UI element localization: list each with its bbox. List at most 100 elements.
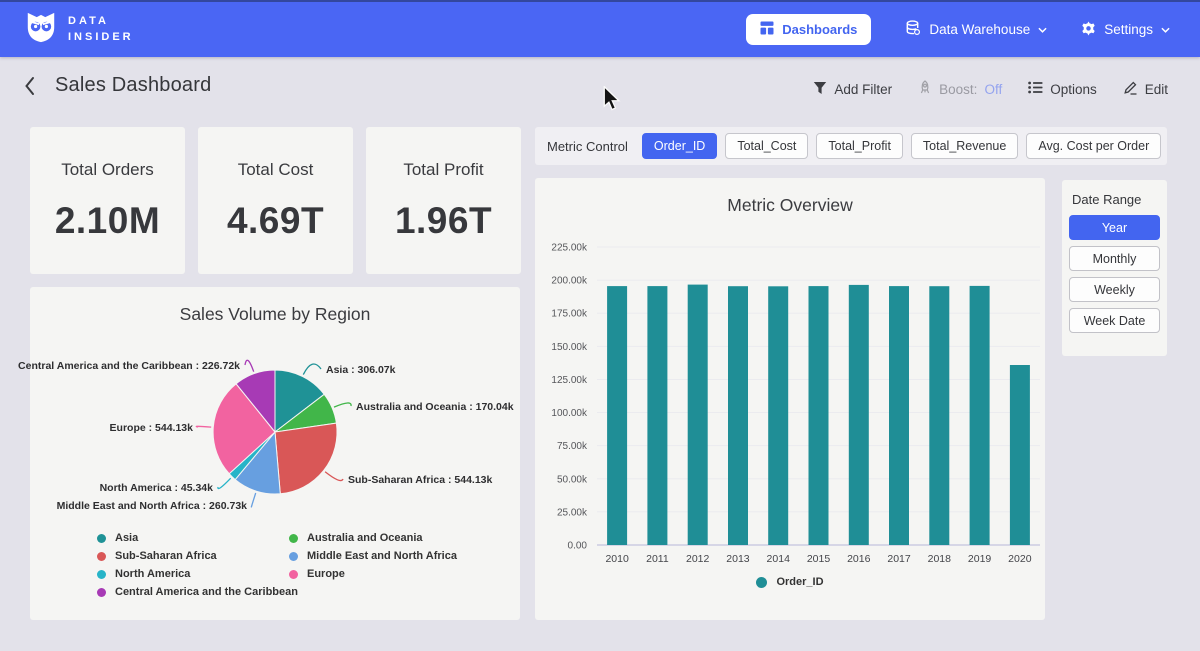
kpi-value: 2.10M [55, 200, 160, 242]
date-range-monthly[interactable]: Monthly [1069, 246, 1160, 271]
kpi-label: Total Orders [61, 160, 154, 180]
bar-2010[interactable] [607, 286, 627, 545]
bar-chart-legend: Order_ID [535, 576, 1045, 588]
filter-funnel-icon [813, 81, 827, 98]
nav-data-warehouse-menu[interactable]: Data Warehouse [905, 20, 1047, 39]
bar-2014[interactable] [768, 286, 788, 545]
metric-control-strip: Metric Control Order_ID Total_Cost Total_P… [535, 127, 1167, 165]
bar-chart[interactable]: 0.0025.00k50.00k75.00k100.00k125.00k150.… [535, 225, 1045, 573]
pie-slice-sub-saharan-africa[interactable] [275, 423, 337, 494]
date-range-weekly[interactable]: Weekly [1069, 277, 1160, 302]
y-tick-label: 125.00k [551, 375, 588, 386]
bar-2012[interactable] [688, 285, 708, 545]
legend-item-europe[interactable]: Europe [289, 567, 457, 581]
nav-settings-menu[interactable]: Settings [1081, 21, 1170, 39]
chevron-down-icon [1161, 27, 1170, 33]
pie-label-middle-east-and-north-africa: Middle East and North Africa : 260.73k [57, 500, 248, 512]
date-range-panel: Date Range Year Monthly Weekly Week Date [1062, 180, 1167, 356]
legend-item-middle-east-and-north-africa[interactable]: Middle East and North Africa [289, 549, 457, 563]
legend-dot [289, 534, 298, 543]
nav-dashboards-label: Dashboards [782, 22, 857, 37]
legend-label: Australia and Oceania [307, 532, 423, 544]
x-tick-label: 2019 [968, 553, 992, 565]
bar-2017[interactable] [889, 286, 909, 545]
x-tick-label: 2020 [1008, 553, 1032, 565]
x-tick-label: 2015 [807, 553, 831, 565]
legend-label: Central America and the Caribbean [115, 586, 298, 598]
page-title: Sales Dashboard [55, 74, 211, 97]
legend-dot [97, 588, 106, 597]
legend-label: Asia [115, 532, 138, 544]
pie-label-australia-and-oceania: Australia and Oceania : 170.04k [356, 401, 514, 413]
brand-name: DATA INSIDER [68, 14, 134, 46]
pie-label-asia: Asia : 306.07k [326, 364, 396, 376]
x-tick-label: 2018 [928, 553, 952, 565]
legend-item-australia-and-oceania[interactable]: Australia and Oceania [289, 531, 457, 545]
nav-settings-label: Settings [1104, 22, 1153, 37]
bar-2018[interactable] [929, 286, 949, 545]
kpi-value: 4.69T [227, 200, 324, 242]
metric-control-label: Metric Control [547, 139, 628, 154]
legend-label: Sub-Saharan Africa [115, 550, 217, 562]
y-tick-label: 75.00k [557, 441, 588, 452]
pie-legend: Asia Australia and Oceania Sub-Saharan Afr… [97, 531, 457, 599]
add-filter-button[interactable]: Add Filter [813, 81, 892, 98]
boost-status: Off [984, 82, 1002, 97]
sales-volume-by-region-card: Sales Volume by Region Asia : 306.07kAus… [30, 287, 520, 620]
pie-label-sub-saharan-africa: Sub-Saharan Africa : 544.13k [348, 474, 492, 486]
nav-data-warehouse-label: Data Warehouse [929, 22, 1030, 37]
bar-2011[interactable] [647, 286, 667, 545]
legend-label-order-id: Order_ID [776, 576, 823, 588]
kpi-value: 1.96T [395, 200, 492, 242]
mouse-cursor [601, 86, 623, 116]
kpi-label: Total Cost [238, 160, 314, 180]
x-tick-label: 2017 [887, 553, 911, 565]
metric-option-total-cost[interactable]: Total_Cost [725, 133, 808, 159]
x-tick-label: 2016 [847, 553, 871, 565]
pie-chart[interactable]: Asia : 306.07k Australia and Oceania : 17… [30, 333, 520, 531]
metric-option-total-revenue[interactable]: Total_Revenue [911, 133, 1018, 159]
kpi-label: Total Profit [403, 160, 483, 180]
legend-dot [97, 534, 106, 543]
bar-2019[interactable] [970, 286, 990, 545]
nav-dashboards-button[interactable]: Dashboards [746, 14, 871, 45]
bar-2013[interactable] [728, 286, 748, 545]
legend-label: Middle East and North Africa [307, 550, 457, 562]
legend-item-sub-saharan-africa[interactable]: Sub-Saharan Africa [97, 549, 273, 563]
legend-label: Europe [307, 568, 345, 580]
date-range-label: Date Range [1072, 192, 1160, 207]
bar-2020[interactable] [1010, 365, 1030, 545]
owl-logo-icon [24, 10, 58, 49]
x-tick-label: 2012 [686, 553, 710, 565]
metric-option-order-id[interactable]: Order_ID [642, 133, 717, 159]
legend-dot [289, 552, 298, 561]
legend-item-north-america[interactable]: North America [97, 567, 273, 581]
back-button[interactable] [24, 76, 35, 96]
sales-dashboard-app: DATA INSIDER Dashboards [0, 0, 1200, 651]
metric-option-avg-cost-per-order[interactable]: Avg. Cost per Order [1026, 133, 1161, 159]
metric-option-total-profit[interactable]: Total_Profit [816, 133, 903, 159]
options-button[interactable]: Options [1028, 81, 1097, 97]
brand-logo[interactable]: DATA INSIDER [24, 10, 134, 49]
pencil-icon [1123, 80, 1138, 98]
y-tick-label: 225.00k [551, 243, 588, 254]
date-range-week-date[interactable]: Week Date [1069, 308, 1160, 333]
edit-button[interactable]: Edit [1123, 80, 1168, 98]
x-tick-label: 2010 [605, 553, 629, 565]
date-range-year[interactable]: Year [1069, 215, 1160, 240]
legend-item-central-america-and-the-caribbean[interactable]: Central America and the Caribbean [97, 585, 273, 599]
y-tick-label: 150.00k [551, 342, 588, 353]
list-options-icon [1028, 81, 1043, 97]
pie-label-north-america: North America : 45.34k [100, 482, 214, 494]
legend-dot [97, 570, 106, 579]
legend-item-asia[interactable]: Asia [97, 531, 273, 545]
chevron-down-icon [1038, 27, 1047, 33]
boost-toggle[interactable]: Boost: Off [918, 80, 1002, 98]
bar-2016[interactable] [849, 285, 869, 545]
rocket-icon [918, 80, 932, 98]
legend-dot [97, 552, 106, 561]
top-navbar: DATA INSIDER Dashboards [0, 0, 1200, 57]
dashboard-grid-icon [760, 21, 774, 38]
y-tick-label: 0.00 [568, 541, 588, 552]
bar-2015[interactable] [809, 286, 829, 545]
